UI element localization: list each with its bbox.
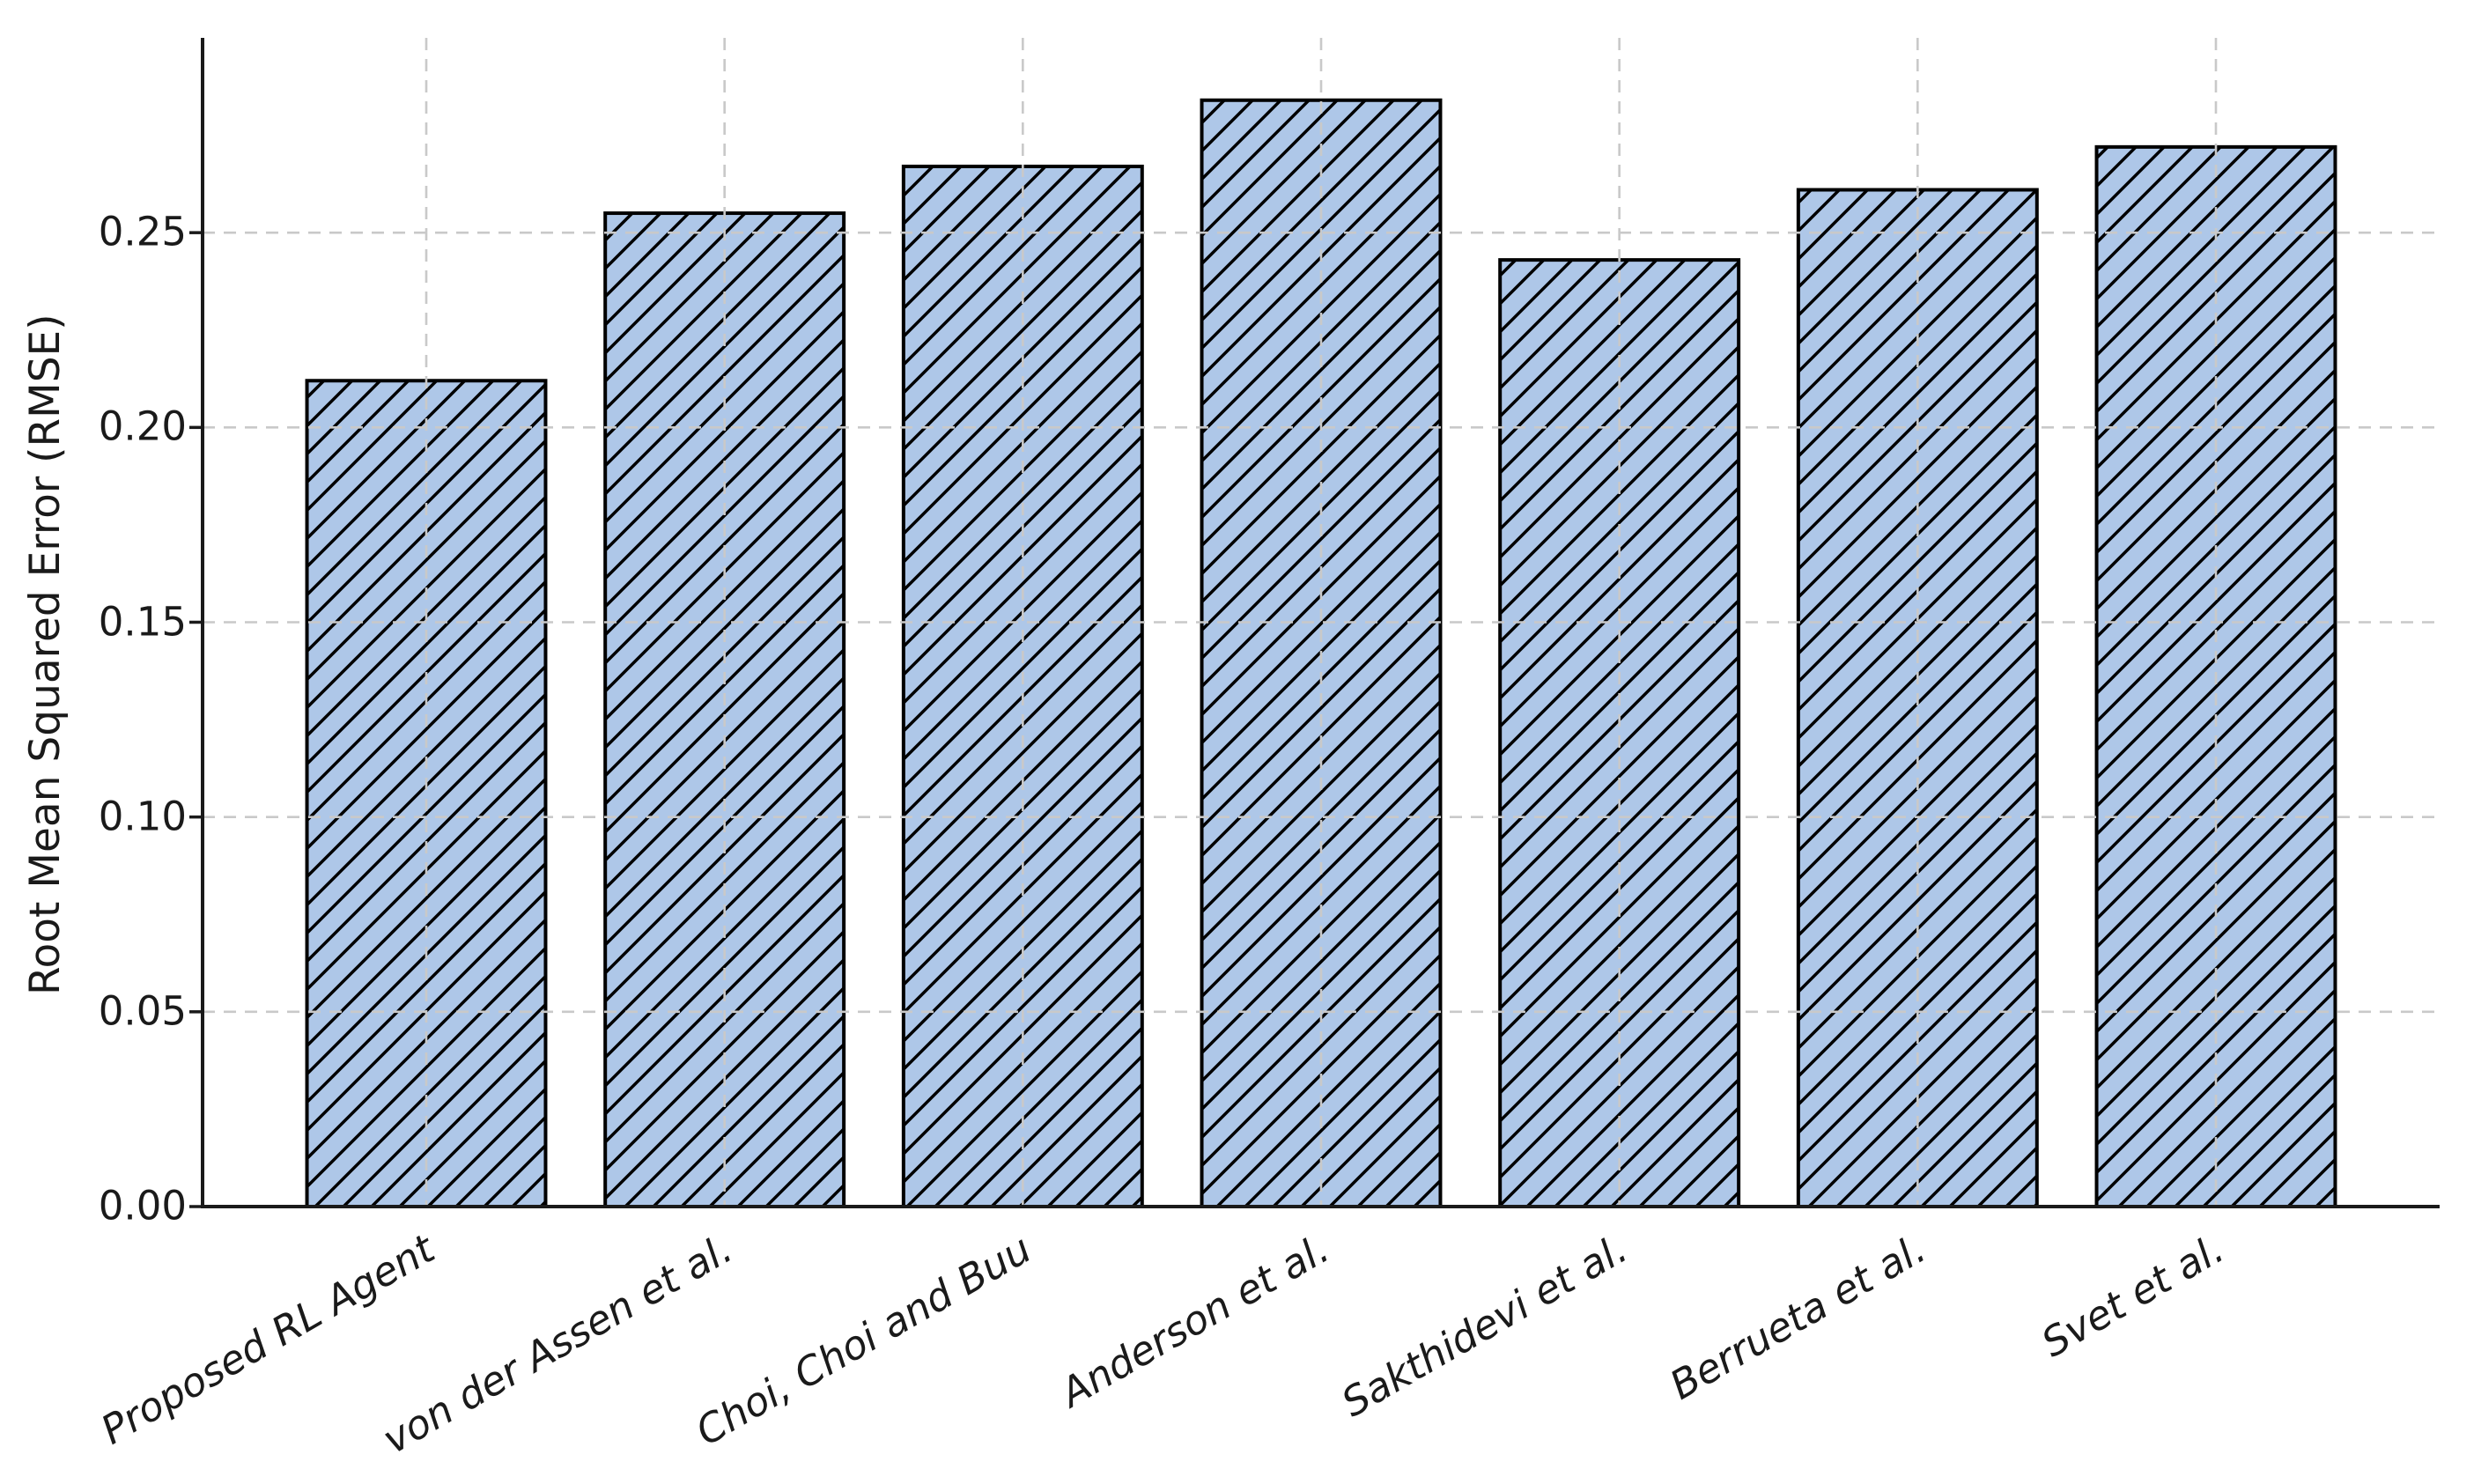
y-tick-label: 0.05 xyxy=(98,987,187,1035)
y-tick-label: 0.00 xyxy=(98,1182,187,1229)
y-tick-label: 0.20 xyxy=(98,402,187,450)
bar-hatch xyxy=(1500,260,1739,1207)
y-tick-label: 0.15 xyxy=(98,598,187,646)
bar-hatch xyxy=(306,380,546,1207)
y-tick-label: 0.25 xyxy=(98,208,187,255)
y-tick-label: 0.10 xyxy=(98,793,187,840)
